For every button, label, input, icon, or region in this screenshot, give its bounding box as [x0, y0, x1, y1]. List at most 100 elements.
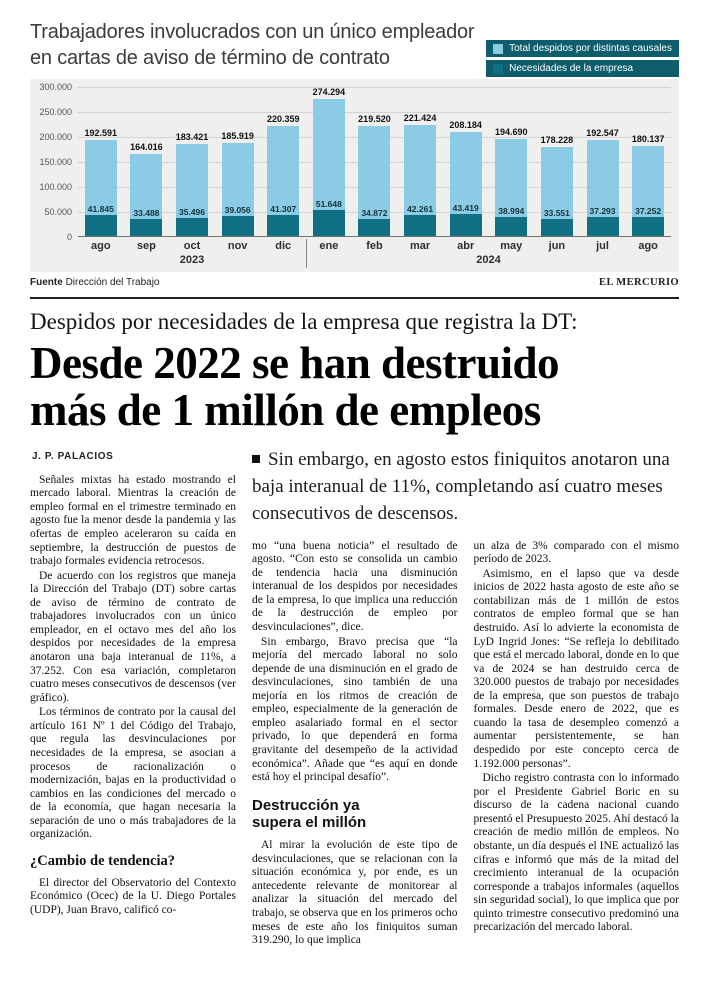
chart-title-line1: Trabajadores involucrados con un único e…	[30, 21, 475, 43]
necesidades-value-label: 33.551	[543, 208, 570, 219]
necesidades-value-label: 37.252	[635, 206, 662, 217]
section-subhead: Destrucción ya supera el millón	[252, 796, 367, 831]
necesidades-bar	[312, 210, 345, 237]
year-label-2023: 2023	[179, 254, 205, 267]
legend-swatch-icon	[493, 43, 504, 54]
body-paragraph: El director del Observatorio del Context…	[30, 876, 236, 916]
necesidades-bar	[540, 219, 573, 237]
necesidades-value-label: 41.307	[270, 204, 297, 215]
source-text: Dirección del Trabajo	[65, 277, 160, 289]
necesidades-value-label: 37.293	[589, 206, 616, 217]
bar-group-oct-2: 183.421 35.496	[169, 87, 215, 237]
columns-2-3: mo “una buena noticia” el resultado de a…	[252, 540, 679, 949]
year-labels: 2023 2024	[78, 252, 671, 270]
y-axis: 300.000 250.000 200.000 150.000 100.000 50.00…	[34, 82, 78, 242]
necesidades-value-label: 38.994	[498, 206, 525, 217]
bar-group-ene-5: 274.294 51.648	[306, 87, 352, 237]
necesidades-bar	[358, 219, 391, 237]
y-tick-label: 200.000	[39, 132, 72, 143]
chart-grid: 300.000 250.000 200.000 150.000 100.000 50.00…	[34, 82, 671, 270]
y-tick-label: 50.000	[44, 207, 72, 218]
necesidades-bar	[495, 217, 528, 237]
month-label: oct	[183, 240, 201, 253]
total-value-label: 220.359	[266, 114, 300, 125]
month-label: ago	[91, 240, 111, 253]
month-label: nov	[227, 240, 248, 253]
year-label-2024: 2024	[476, 254, 501, 267]
body-paragraph: Dicho registro contrasta con lo informad…	[473, 772, 680, 934]
section-subhead: ¿Cambio de tendencia?	[30, 852, 175, 869]
bar-group-feb-6: 219.520 34.872	[352, 87, 398, 237]
y-tick-label: 300.000	[39, 82, 72, 93]
year-divider	[306, 239, 308, 269]
chart-source: Fuente Dirección del Trabajo	[30, 277, 160, 288]
total-value-label: 185.919	[221, 131, 254, 142]
necesidades-bar	[267, 215, 300, 237]
kicker: Despidos por necesidades de la empresa q…	[30, 309, 578, 335]
bar-group-dic-4: 220.359 41.307	[260, 87, 306, 237]
necesidades-bar	[449, 214, 482, 237]
chart-title: Trabajadores involucrados con un único e…	[30, 20, 679, 71]
total-value-label: 178.228	[540, 135, 574, 146]
necesidades-value-label: 33.488	[133, 208, 160, 219]
y-tick-label: 0	[66, 232, 72, 243]
deck-bullet-icon	[252, 454, 260, 463]
total-bar	[358, 126, 391, 237]
necesidades-bar	[586, 217, 619, 237]
column-1-body: Señales mixtas ha estado mostrando el me…	[30, 474, 236, 918]
legend-label: Necesidades de la empresa	[509, 63, 634, 74]
legend-item: Necesidades de la empresa	[486, 60, 679, 77]
bar-group-nov-3: 185.919 39.056	[215, 87, 261, 237]
body-paragraph: Al mirar la evolución de este tipo de de…	[252, 839, 458, 947]
newspaper-page: Trabajadores involucrados con un único e…	[30, 20, 679, 949]
month-label: ago	[638, 240, 658, 253]
headline: Desde 2022 se han destruido más de 1 mill…	[30, 340, 679, 435]
headline-line1: Desde 2022 se han destruido	[30, 338, 560, 389]
y-tick-label: 250.000	[39, 107, 72, 118]
month-labels: ago sep oct nov dic ene feb mar abr may jun jul ago	[78, 237, 671, 252]
body-paragraph: un alza de 3% comparado con el mismo per…	[473, 539, 680, 566]
source-row: Fuente Dirección del Trabajo EL MERCURIO	[30, 277, 679, 288]
necesidades-value-label: 39.056	[224, 205, 251, 216]
chart-section: Trabajadores involucrados con un único e…	[30, 20, 679, 288]
necesidades-bar	[130, 219, 163, 237]
source-label: Fuente	[30, 277, 63, 289]
chart-plot: 192.591 41.845 164.016 33.488 183.421 35.496 1…	[78, 87, 671, 238]
y-tick-label: 150.000	[39, 157, 72, 168]
bar-group-ago-12: 180.137 37.252	[625, 87, 671, 237]
necesidades-value-label: 41.845	[87, 204, 114, 215]
necesidades-value-label: 51.648	[315, 199, 342, 210]
necesidades-bar	[221, 216, 254, 237]
necesidades-bar	[176, 218, 209, 237]
month-label: mar	[409, 240, 431, 253]
article: Despidos por necesidades de la empresa q…	[30, 309, 679, 949]
total-value-label: 219.520	[358, 114, 391, 125]
month-label: feb	[366, 240, 383, 253]
newspaper-credit: EL MERCURIO	[599, 277, 679, 289]
bar-group-sep-1: 164.016 33.488	[124, 87, 170, 237]
y-tick-label: 100.000	[39, 182, 72, 193]
bar-group-jul-11: 192.547 37.293	[580, 87, 626, 237]
headline-line2: más de 1 millón de empleos	[30, 385, 541, 436]
month-label: jul	[596, 240, 609, 253]
body-paragraph: mo “una buena noticia” el resultado de a…	[252, 539, 458, 633]
body-paragraph: Sin embargo, Bravo precisa que “la mejor…	[252, 635, 458, 784]
chart-title-line2: en cartas de aviso de término de contrat…	[30, 46, 390, 69]
body-paragraph: De acuerdo con los registros que maneja …	[30, 569, 236, 704]
necesidades-bar	[84, 215, 117, 237]
necesidades-value-label: 35.496	[179, 207, 206, 218]
bar-group-mar-7: 221.424 42.261	[397, 87, 443, 237]
byline: J. P. PALACIOS	[32, 450, 114, 462]
bar-group-ago-0: 192.591 41.845	[78, 87, 124, 237]
total-value-label: 164.016	[130, 142, 163, 153]
month-label: abr	[457, 240, 475, 253]
article-column-1: J. P. PALACIOS Señales mixtas ha estado …	[30, 447, 236, 949]
legend-item: Total despidos por distintas causales	[486, 40, 679, 57]
total-value-label: 274.294	[312, 87, 346, 98]
body-paragraph: Los términos de contrato por la causal d…	[30, 706, 236, 841]
article-main: J. P. PALACIOS Señales mixtas ha estado …	[30, 447, 679, 949]
total-value-label: 208.184	[449, 120, 482, 131]
article-right-area: Sin embargo, en agosto estos finiquitos …	[252, 447, 679, 949]
legend-label: Total despidos por distintas causales	[509, 43, 672, 54]
plot-wrap: 192.591 41.845 164.016 33.488 183.421 35.496 1…	[78, 87, 671, 270]
